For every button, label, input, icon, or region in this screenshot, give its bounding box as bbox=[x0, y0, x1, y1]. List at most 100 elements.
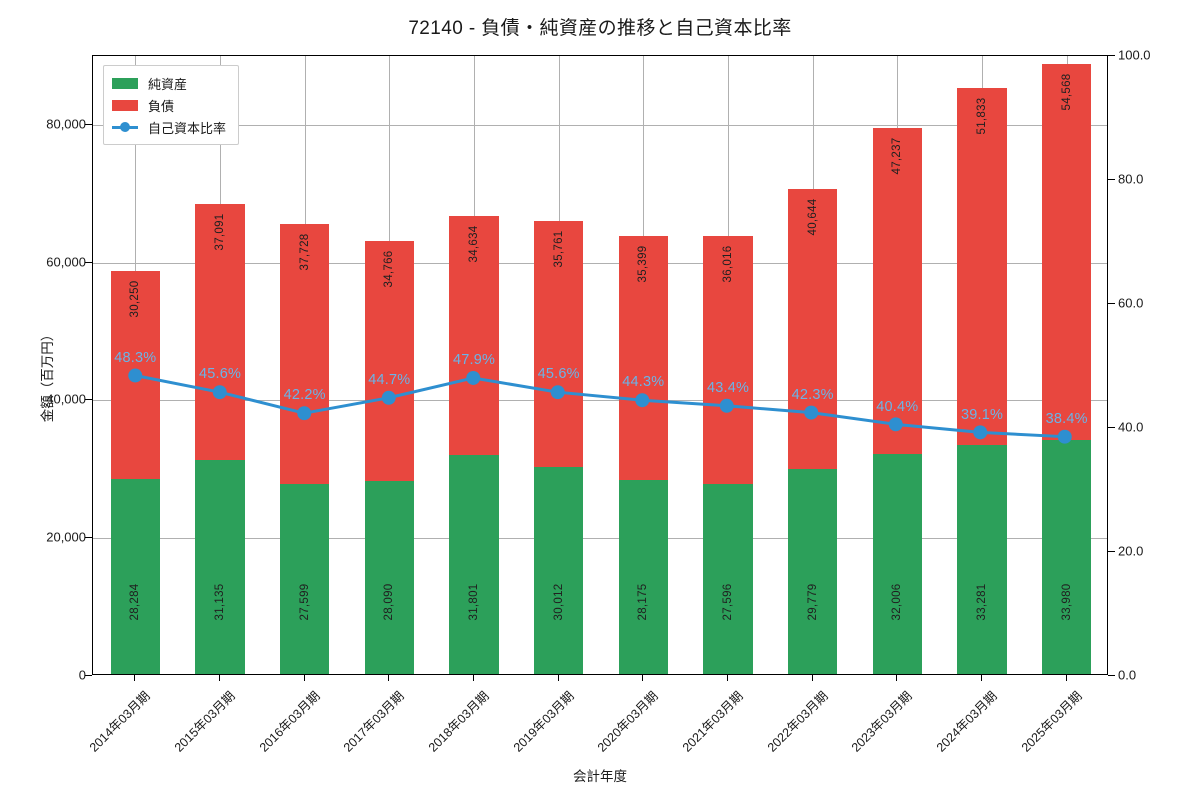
bar-segment-liabilities[interactable]: 35,399 bbox=[618, 236, 668, 480]
plot-area: 28,284 30,250 31,135 37,091 27,599 37,728 28,0… bbox=[92, 55, 1108, 675]
y-axis-tick-right: 0.0 bbox=[1118, 667, 1137, 683]
ratio-value-label: 47.9% bbox=[452, 352, 496, 369]
ratio-value-label: 39.1% bbox=[960, 406, 1004, 423]
bar-segment-equity[interactable]: 27,599 bbox=[280, 483, 330, 674]
y-axis-label-right: 自己資本比率 (%) bbox=[1196, 310, 1200, 440]
ratio-value-label: 44.3% bbox=[622, 374, 665, 391]
gridline-horizontal bbox=[93, 262, 1107, 264]
bar-group[interactable]: 31,801 34,634 bbox=[449, 216, 499, 674]
bar-value-label-equity: 28,090 bbox=[383, 583, 396, 621]
bar-segment-liabilities[interactable]: 40,644 bbox=[788, 188, 838, 469]
bar-value-label-equity: 30,012 bbox=[552, 583, 565, 621]
bar-segment-equity[interactable]: 28,175 bbox=[618, 479, 668, 674]
bar-value-label-liabilities: 37,091 bbox=[213, 213, 226, 251]
bar-segment-liabilities[interactable]: 51,833 bbox=[957, 87, 1007, 445]
plot-inner: 28,284 30,250 31,135 37,091 27,599 37,728 28,0… bbox=[93, 56, 1107, 674]
y-axis-tick-mark-right bbox=[1108, 55, 1115, 56]
ratio-value-label: 42.3% bbox=[791, 386, 834, 403]
bar-segment-equity[interactable]: 30,012 bbox=[534, 467, 584, 674]
bar-value-label-liabilities: 36,016 bbox=[721, 245, 734, 283]
bar-segment-liabilities[interactable]: 37,091 bbox=[195, 204, 245, 460]
bar-group[interactable]: 28,284 30,250 bbox=[110, 270, 160, 674]
y-axis-tick-mark-left bbox=[85, 399, 92, 401]
ratio-value-label: 40.4% bbox=[876, 398, 919, 415]
x-axis-tick-mark bbox=[896, 675, 898, 681]
bar-segment-liabilities[interactable]: 34,634 bbox=[449, 216, 499, 455]
bar-value-label-equity: 28,284 bbox=[129, 583, 142, 621]
legend-swatch-icon bbox=[112, 99, 138, 111]
bar-value-label-equity: 27,596 bbox=[721, 583, 734, 621]
y-axis-tick-mark-right bbox=[1108, 675, 1115, 676]
legend-item[interactable]: 純資産 bbox=[112, 72, 226, 94]
bar-group[interactable]: 29,779 40,644 bbox=[788, 188, 838, 674]
y-axis-tick-right: 20.0 bbox=[1118, 543, 1144, 559]
y-axis-tick-left: 20,000 bbox=[46, 529, 86, 545]
legend-label: 自己資本比率 bbox=[148, 120, 227, 136]
bar-segment-equity[interactable]: 28,090 bbox=[364, 480, 414, 674]
bar-value-label-equity: 33,980 bbox=[1060, 583, 1073, 621]
bar-segment-liabilities[interactable]: 34,766 bbox=[364, 241, 414, 481]
bar-segment-liabilities[interactable]: 54,568 bbox=[1042, 64, 1092, 440]
bar-value-label-equity: 31,801 bbox=[467, 583, 480, 621]
legend-item[interactable]: 負債 bbox=[112, 94, 226, 116]
ratio-value-label: 48.3% bbox=[114, 349, 157, 366]
legend-swatch-icon bbox=[112, 77, 138, 89]
bar-value-label-liabilities: 54,568 bbox=[1060, 73, 1073, 111]
bar-segment-equity[interactable]: 31,135 bbox=[195, 459, 245, 674]
bar-group[interactable]: 31,135 37,091 bbox=[195, 204, 245, 674]
bar-segment-equity[interactable]: 27,596 bbox=[703, 483, 753, 674]
bar-value-label-equity: 32,006 bbox=[891, 583, 904, 621]
y-axis-tick-right: 40.0 bbox=[1118, 419, 1144, 435]
bar-group[interactable]: 28,090 34,766 bbox=[364, 241, 414, 674]
y-axis-tick-mark-left bbox=[85, 537, 92, 539]
y-axis-tick-mark-right bbox=[1108, 551, 1115, 552]
ratio-line-series bbox=[128, 368, 1072, 444]
bar-group[interactable]: 28,175 35,399 bbox=[618, 236, 668, 674]
bar-segment-equity[interactable]: 29,779 bbox=[788, 468, 838, 674]
bar-segment-liabilities[interactable]: 36,016 bbox=[703, 235, 753, 484]
ratio-value-label: 45.6% bbox=[198, 366, 242, 383]
x-axis-tick-mark bbox=[811, 675, 813, 681]
chart-title: 72140 - 負債・純資産の推移と自己資本比率 bbox=[408, 18, 792, 39]
bar-segment-equity[interactable]: 32,006 bbox=[872, 453, 922, 674]
bar-segment-equity[interactable]: 28,284 bbox=[110, 479, 160, 674]
ratio-line-path bbox=[133, 374, 1067, 439]
bar-value-label-liabilities: 51,833 bbox=[975, 97, 988, 135]
bar-segment-liabilities[interactable]: 30,250 bbox=[110, 270, 160, 480]
bar-group[interactable]: 33,281 51,833 bbox=[957, 87, 1007, 674]
legend-label: 負債 bbox=[148, 98, 175, 114]
gridline-horizontal bbox=[93, 538, 1107, 540]
legend-line-marker-icon bbox=[112, 121, 138, 133]
x-axis-tick-mark bbox=[134, 675, 136, 681]
y-axis-tick-right: 60.0 bbox=[1118, 295, 1144, 311]
bar-segment-liabilities[interactable]: 37,728 bbox=[280, 223, 330, 484]
x-axis-tick-mark bbox=[219, 675, 220, 681]
bar-segment-equity[interactable]: 33,281 bbox=[957, 444, 1007, 674]
gridline-horizontal bbox=[93, 124, 1107, 126]
bar-value-label-equity: 33,281 bbox=[975, 583, 988, 621]
y-axis-tick-mark-left bbox=[85, 123, 92, 125]
bar-group[interactable]: 33,980 54,568 bbox=[1042, 64, 1092, 674]
bar-group[interactable]: 27,596 36,016 bbox=[703, 235, 753, 674]
bar-value-label-liabilities: 30,250 bbox=[129, 280, 142, 318]
x-axis-tick-mark bbox=[981, 675, 982, 681]
legend-label: 純資産 bbox=[148, 76, 188, 92]
legend-item[interactable]: 自己資本比率 bbox=[112, 116, 226, 138]
y-axis-tick-mark-left bbox=[85, 675, 92, 676]
y-axis-tick-mark-right bbox=[1108, 427, 1115, 428]
x-axis-tick-mark bbox=[303, 675, 305, 681]
bar-segment-equity[interactable]: 33,980 bbox=[1042, 439, 1092, 674]
ratio-value-label: 42.2% bbox=[283, 387, 326, 404]
bar-segment-liabilities[interactable]: 35,761 bbox=[534, 220, 584, 468]
bar-group[interactable]: 30,012 35,761 bbox=[534, 220, 584, 674]
x-axis-tick-mark bbox=[473, 675, 474, 681]
ratio-value-label: 43.4% bbox=[706, 379, 750, 396]
bar-segment-equity[interactable]: 31,801 bbox=[449, 454, 499, 674]
x-axis-label: 会計年度 bbox=[573, 769, 627, 784]
x-axis-tick-mark bbox=[1065, 675, 1067, 681]
bar-group[interactable]: 27,599 37,728 bbox=[280, 223, 330, 674]
ratio-value-label: 45.6% bbox=[537, 366, 580, 383]
bar-value-label-equity: 29,779 bbox=[806, 583, 819, 621]
bar-value-label-liabilities: 47,237 bbox=[891, 137, 904, 175]
bar-value-label-equity: 27,599 bbox=[298, 583, 311, 621]
